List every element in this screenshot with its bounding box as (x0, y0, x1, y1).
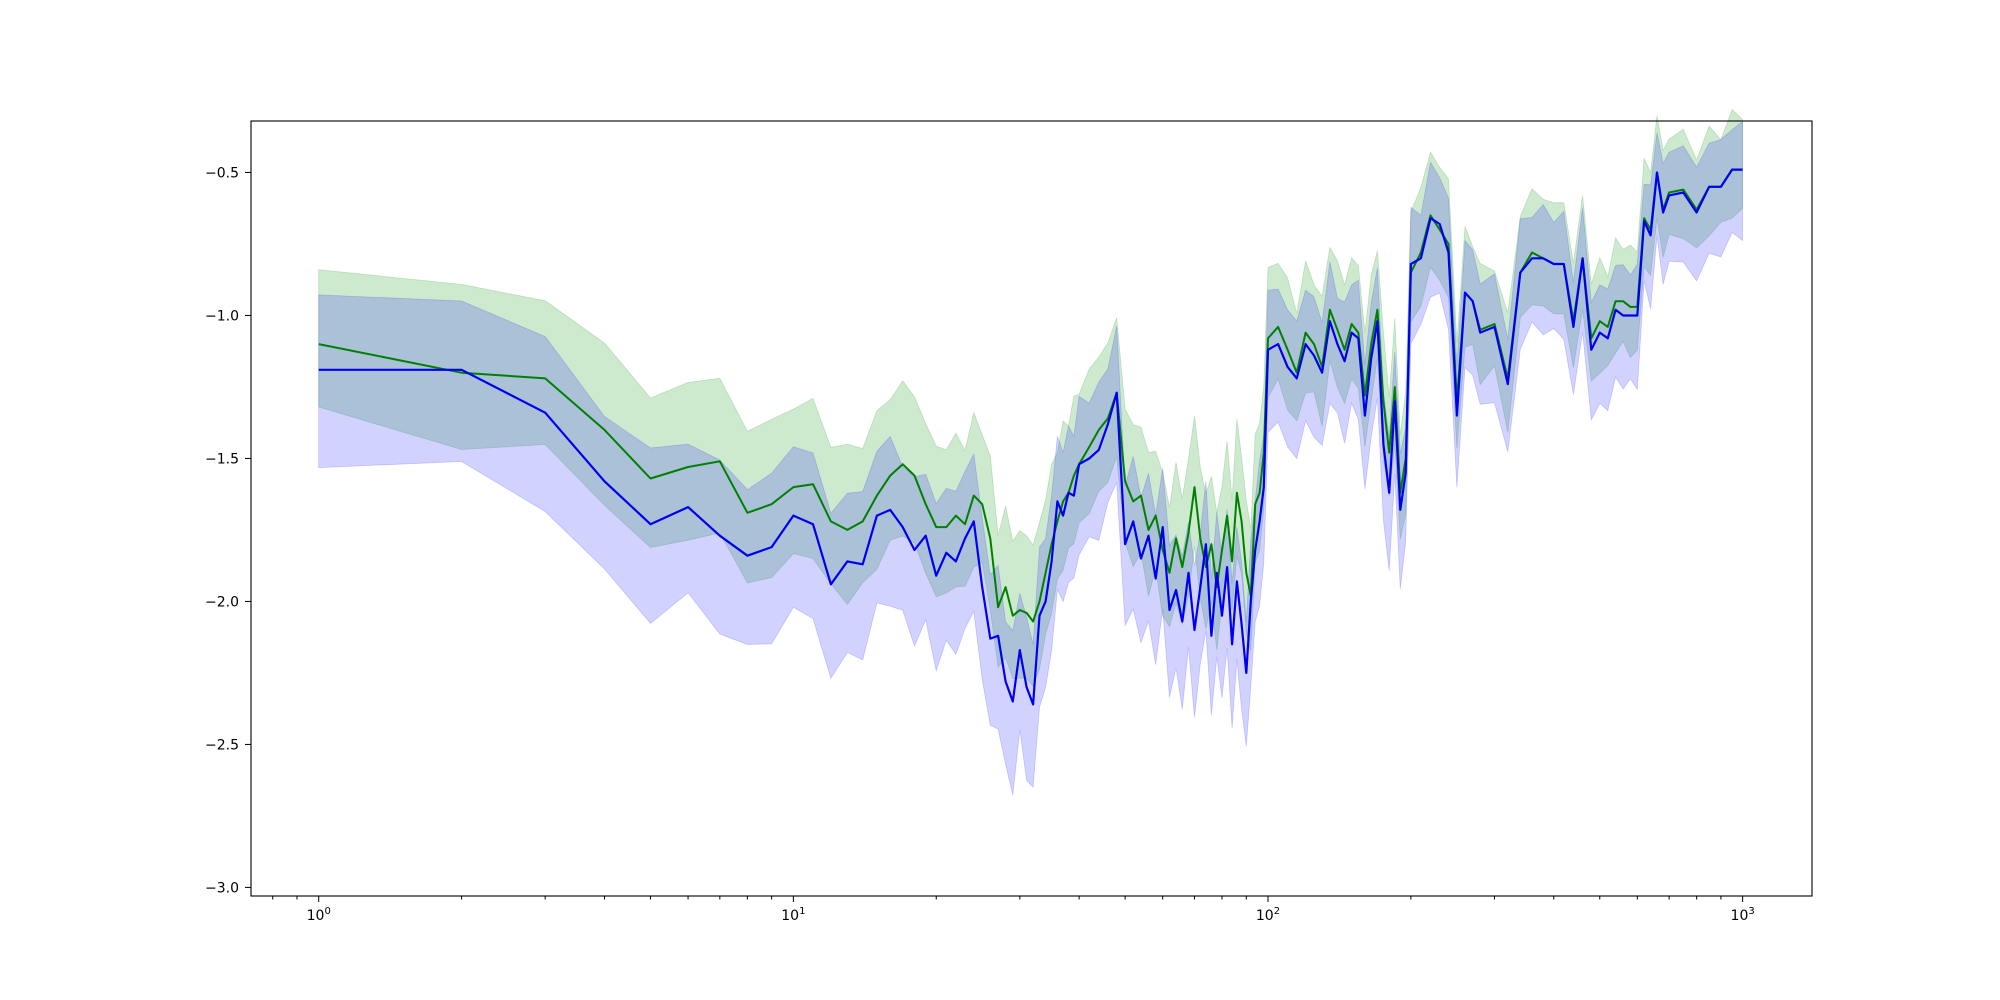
y-tick-label: −1.5 (205, 451, 239, 467)
series-lines (318, 168, 1743, 706)
series-1-band (318, 108, 1743, 688)
axes: −0.5 −1.0 −1.5 −2.0 −2.5 −3.0 100 101 102 103 (205, 120, 1813, 924)
x-tick-label: 100 (307, 906, 331, 924)
x-tick-label: 102 (1256, 906, 1280, 924)
y-tick-label: −3.0 (205, 880, 239, 896)
x-tick-label: 101 (781, 906, 805, 924)
y-tick-label: −1.0 (205, 308, 239, 324)
confidence-bands (318, 108, 1743, 796)
y-tick-label: −2.0 (205, 594, 239, 610)
plot-frame (250, 120, 1813, 897)
series-2-band (318, 120, 1743, 796)
x-tick-label: 103 (1731, 906, 1755, 924)
y-tick-label: −0.5 (205, 165, 239, 181)
y-tick-label: −2.5 (205, 737, 239, 753)
series-2-line (318, 168, 1743, 706)
